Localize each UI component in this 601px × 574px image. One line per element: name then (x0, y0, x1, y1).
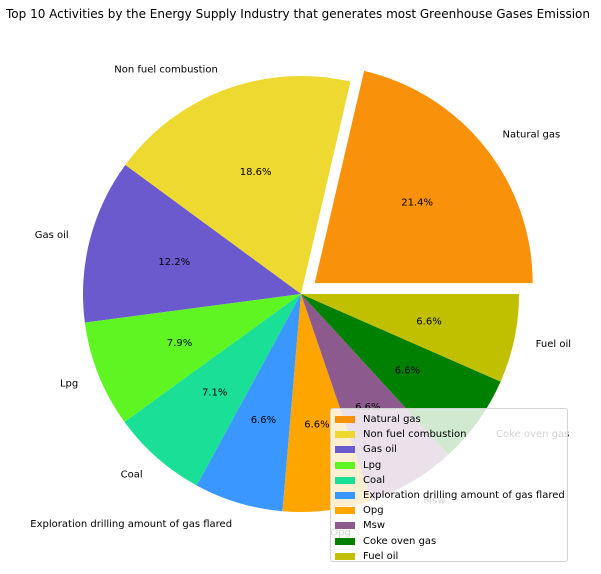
legend-item-natural-gas: Natural gas (335, 412, 567, 427)
legend-label: Opg (363, 505, 384, 517)
pct-label-opg: 6.6% (304, 419, 329, 430)
pct-label-msw: 6.6% (355, 402, 380, 413)
legend-swatch (335, 461, 355, 469)
legend-item-msw: Msw (335, 518, 567, 533)
legend-label: Exploration drilling amount of gas flare… (363, 490, 565, 502)
legend-label: Fuel oil (363, 550, 399, 562)
legend-item-opg: Opg (335, 503, 567, 518)
legend-item-exploration-drilling-amount-of-gas-flared: Exploration drilling amount of gas flare… (335, 488, 567, 503)
category-label-coal: Coal (121, 470, 143, 481)
pie-slice-fuel-oil (301, 294, 519, 382)
legend-swatch (335, 537, 355, 545)
legend-item-non-fuel-combustion: Non fuel combustion (335, 427, 567, 442)
pie-slice-gas-oil (82, 164, 301, 323)
legend-swatch (335, 522, 355, 530)
pct-label-fuel-oil: 6.6% (416, 316, 441, 327)
legend-label: Coal (363, 474, 386, 486)
pct-label-coke-oven-gas: 6.6% (395, 366, 420, 377)
pct-label-coal: 7.1% (202, 388, 227, 399)
legend-item-fuel-oil: Fuel oil (335, 549, 567, 564)
legend-label: Natural gas (363, 414, 421, 426)
legend-item-gas-oil: Gas oil (335, 442, 567, 457)
legend-item-coke-oven-gas: Coke oven gas (335, 534, 567, 549)
legend-swatch (335, 492, 355, 500)
legend-swatch (335, 507, 355, 515)
legend-item-coal: Coal (335, 473, 567, 488)
legend-swatch (335, 476, 355, 484)
legend-swatch (335, 431, 355, 439)
pie-slice-coal (124, 294, 302, 486)
category-label-lpg: Lpg (60, 378, 78, 389)
pct-label-natural-gas: 21.4% (401, 197, 433, 208)
legend-swatch (335, 446, 355, 454)
pct-label-gas-oil: 12.2% (158, 257, 190, 268)
pie-slice-non-fuel-combustion (125, 75, 351, 294)
legend-label: Coke oven gas (363, 535, 437, 547)
category-label-non-fuel-combustion: Non fuel combustion (114, 65, 218, 76)
legend-swatch (335, 552, 355, 560)
category-label-natural-gas: Natural gas (502, 130, 560, 141)
category-label-exploration-drilling-amount-of-gas-flared: Exploration drilling amount of gas flare… (30, 519, 232, 530)
pct-label-lpg: 7.9% (167, 338, 192, 349)
legend-label: Gas oil (363, 444, 397, 456)
category-label-fuel-oil: Fuel oil (536, 339, 571, 350)
legend-label: Msw (363, 520, 386, 532)
pct-label-non-fuel-combustion: 18.6% (240, 167, 272, 178)
legend-swatch (335, 416, 355, 424)
pie-slice-lpg (84, 294, 301, 422)
legend-label: Non fuel combustion (363, 429, 467, 441)
pct-label-exploration-drilling-amount-of-gas-flared: 6.6% (251, 415, 276, 426)
category-label-gas-oil: Gas oil (35, 230, 69, 241)
pie-slice-natural-gas (314, 70, 533, 284)
legend-label: Lpg (363, 459, 382, 471)
chart-title: Top 10 Activities by the Energy Supply I… (5, 7, 590, 21)
legend-item-lpg: Lpg (335, 458, 567, 473)
chart-legend: Natural gas Non fuel combustion Gas oil Lpg… (330, 408, 568, 562)
pie-slice-exploration-drilling-amount-of-gas-flared (196, 294, 301, 512)
